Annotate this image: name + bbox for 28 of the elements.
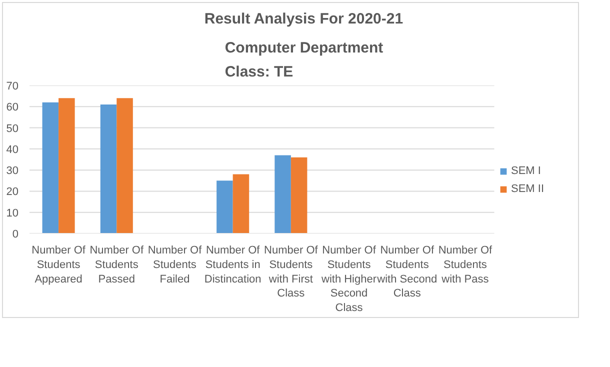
chart-subtitle: Computer Department Class: TE [224, 40, 384, 80]
y-tick-label: 60 [6, 102, 19, 114]
x-tick-label: Number Of Students Appeared [32, 244, 86, 286]
y-tick-label: 40 [6, 144, 19, 156]
x-tick-label: Number Of Students with Higher Second Class [320, 244, 377, 314]
y-tick-label: 10 [6, 207, 19, 220]
x-tick-label: Number Of Students with Second Class [376, 244, 438, 300]
bar [42, 102, 59, 234]
legend-label: SEM I [511, 165, 541, 177]
legend-label: SEM II [511, 183, 544, 195]
bar [116, 98, 133, 234]
bar [232, 174, 250, 234]
bar [274, 155, 291, 234]
y-tick-label: 0 [12, 228, 19, 240]
bar [216, 180, 233, 234]
x-tick-label: Number Of Students Failed [148, 244, 203, 286]
chart-title: Result Analysis For 2020-21 [204, 10, 404, 28]
bar [290, 157, 308, 234]
bar [58, 98, 75, 234]
y-tick-label: 50 [6, 122, 19, 135]
bar [100, 104, 117, 234]
x-tick-label: Number Of Students in Distincation [204, 244, 262, 286]
x-tick-label: Number Of Students with First Class [264, 244, 319, 300]
x-tick-label: Number Of Students with Pass [438, 244, 494, 286]
x-tick-label: Number Of Students Passed [90, 244, 144, 286]
y-tick-label: 30 [6, 165, 19, 178]
y-tick-label: 70 [6, 80, 19, 92]
y-tick-label: 20 [6, 186, 19, 198]
